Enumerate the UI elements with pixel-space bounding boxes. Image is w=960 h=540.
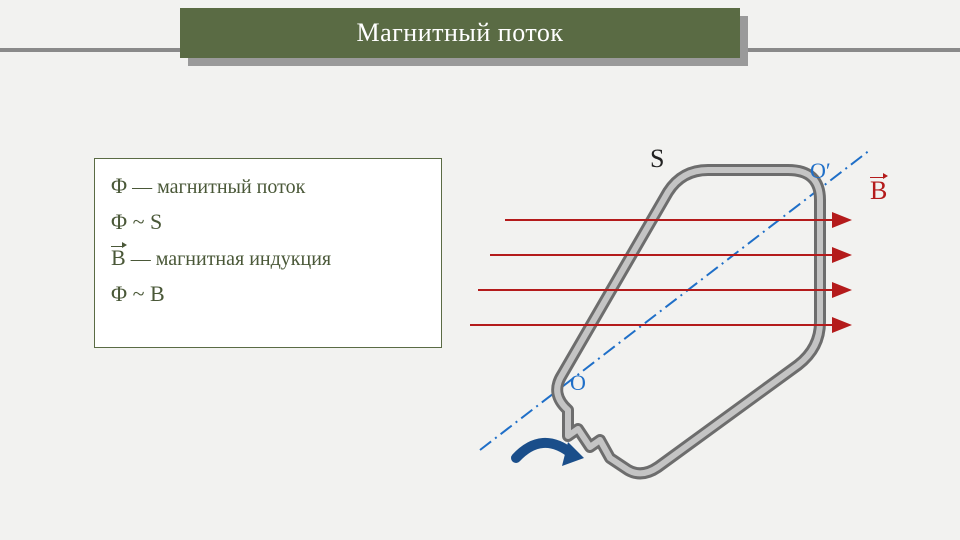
- wire-loop: [557, 170, 820, 473]
- flux-text: — магнитный поток: [132, 176, 305, 198]
- relation-phi-b: Φ ~ B: [111, 281, 425, 307]
- page-title: Магнитный поток: [180, 8, 740, 58]
- label-o-prime: O′: [810, 158, 831, 184]
- def-induction: B — магнитная индукция: [111, 245, 425, 271]
- b-vector-glyph: B: [870, 176, 887, 206]
- label-s: S: [650, 144, 664, 174]
- label-o: O: [570, 370, 586, 396]
- phi-symbol: Φ: [111, 173, 127, 198]
- def-flux: Φ — магнитный поток: [111, 173, 425, 199]
- rotation-axis: [480, 150, 870, 450]
- field-lines: [470, 220, 848, 325]
- rotation-arrow-icon: [516, 442, 584, 466]
- phi-s-text: Φ ~ S: [111, 209, 162, 234]
- induction-text: — магнитная индукция: [131, 248, 331, 270]
- label-b-vector: B: [870, 176, 887, 206]
- relation-phi-s: Φ ~ S: [111, 209, 425, 235]
- phi-b-text: Φ ~ B: [111, 281, 165, 306]
- definitions-box: Φ — магнитный поток Φ ~ S B — магнитная …: [94, 158, 442, 348]
- flux-diagram: S O′ O B: [450, 120, 950, 520]
- b-vector-symbol: B: [111, 245, 126, 271]
